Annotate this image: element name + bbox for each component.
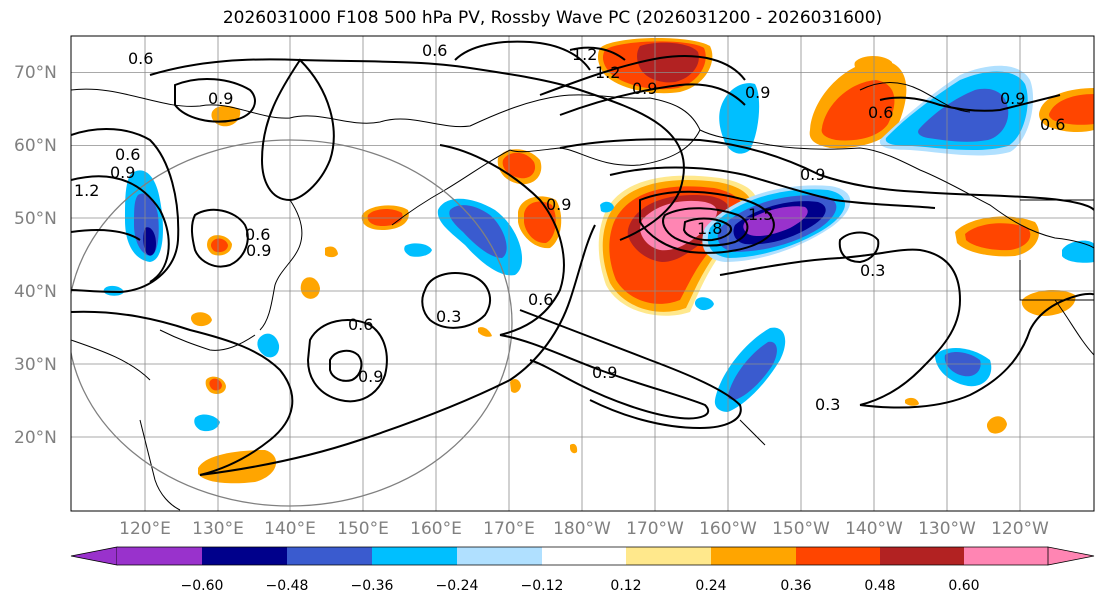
colorbar-segment bbox=[117, 547, 202, 565]
contour-label: 0.6 bbox=[528, 290, 553, 309]
colorbar-tick: 0.36 bbox=[780, 578, 811, 594]
colorbar-segment bbox=[202, 547, 287, 565]
colorbar-segment bbox=[711, 547, 796, 565]
lon-label: 160°W bbox=[699, 519, 757, 539]
colorbar-segment bbox=[542, 547, 626, 565]
colorbar-segment bbox=[880, 547, 964, 565]
pv-contours bbox=[71, 40, 1094, 476]
lon-label: 160°E bbox=[410, 519, 462, 539]
contour-label: 0.9 bbox=[110, 163, 135, 182]
contour-label: 0.9 bbox=[800, 165, 825, 184]
colorbar-tick: −0.24 bbox=[436, 578, 479, 594]
highlight-circle bbox=[71, 139, 513, 507]
lon-label: 140°W bbox=[845, 519, 903, 539]
lat-label: 50°N bbox=[14, 209, 57, 229]
colorbar-segment bbox=[626, 547, 711, 565]
colorbar: −0.60 −0.48 −0.36 −0.24 −0.12 0.12 0.24 … bbox=[70, 546, 1095, 594]
lat-label: 20°N bbox=[14, 428, 57, 448]
lon-label: 140°E bbox=[264, 519, 316, 539]
contour-label: 1.2 bbox=[74, 181, 99, 200]
colorbar-tick: 0.60 bbox=[948, 578, 979, 594]
contour-label: 1.5 bbox=[748, 205, 773, 224]
contour-label: 0.6 bbox=[868, 103, 893, 122]
lon-label: 150°E bbox=[337, 519, 389, 539]
lon-label: 130°E bbox=[192, 519, 244, 539]
colorbar-extend-left bbox=[70, 546, 118, 566]
contour-label: 1.2 bbox=[595, 63, 620, 82]
contour-label: 0.6 bbox=[245, 225, 270, 244]
lat-label: 70°N bbox=[14, 63, 57, 83]
contour-label: 0.6 bbox=[422, 41, 447, 60]
graticule bbox=[71, 36, 1094, 511]
lon-label: 170°W bbox=[626, 519, 684, 539]
longitude-labels: 120°E 130°E 140°E 150°E 160°E 170°E 180°… bbox=[119, 519, 1049, 539]
contour-label: 1.2 bbox=[572, 45, 597, 64]
colorbar-segment bbox=[796, 547, 880, 565]
lon-label: 130°W bbox=[918, 519, 976, 539]
colorbar-tick: 0.12 bbox=[610, 578, 641, 594]
contour-label: 0.9 bbox=[592, 363, 617, 382]
colorbar-segment bbox=[372, 547, 457, 565]
contour-label: 0.9 bbox=[358, 367, 383, 386]
map-frame bbox=[70, 35, 1095, 512]
colorbar-extend-right bbox=[1047, 546, 1095, 566]
colorbar-tick: −0.60 bbox=[181, 578, 224, 594]
lon-label: 120°W bbox=[991, 519, 1049, 539]
colorbar-segment bbox=[287, 547, 372, 565]
colorbar-tick: 0.48 bbox=[864, 578, 895, 594]
contour-label: 0.9 bbox=[546, 195, 571, 214]
lat-label: 40°N bbox=[14, 282, 57, 302]
contour-label: 1.8 bbox=[697, 219, 722, 238]
contour-label: 0.6 bbox=[128, 49, 153, 68]
latitude-labels: 70°N 60°N 50°N 40°N 30°N 20°N bbox=[14, 63, 57, 448]
contour-label: 0.3 bbox=[815, 395, 840, 414]
lat-label: 30°N bbox=[14, 355, 57, 375]
colorbar-segment bbox=[457, 547, 542, 565]
contour-label: 0.3 bbox=[436, 307, 461, 326]
lon-label: 120°E bbox=[119, 519, 171, 539]
colorbar-tick: 0.24 bbox=[695, 578, 726, 594]
colorbar-segment bbox=[964, 547, 1048, 565]
contour-label: 0.9 bbox=[208, 89, 233, 108]
contour-label: 0.6 bbox=[115, 145, 140, 164]
contour-labels: 0.6 0.6 0.9 1.2 1.2 0.9 0.9 0.6 0.9 0.6 … bbox=[74, 41, 1065, 414]
contour-label: 0.9 bbox=[246, 241, 271, 260]
contour-label: 0.9 bbox=[632, 79, 657, 98]
lon-label: 150°W bbox=[772, 519, 830, 539]
contour-label: 0.9 bbox=[1000, 89, 1025, 108]
colorbar-tick: −0.36 bbox=[351, 578, 394, 594]
lon-label: 170°E bbox=[483, 519, 535, 539]
contour-label: 0.6 bbox=[1040, 115, 1065, 134]
lon-label: 180°W bbox=[553, 519, 611, 539]
colorbar-tick: −0.48 bbox=[266, 578, 309, 594]
contour-label: 0.9 bbox=[745, 83, 770, 102]
plot-title: 2026031000 F108 500 hPa PV, Rossby Wave … bbox=[222, 8, 883, 28]
contour-label: 0.6 bbox=[348, 315, 373, 334]
colorbar-tick: −0.12 bbox=[521, 578, 564, 594]
contour-label: 0.3 bbox=[860, 261, 885, 280]
lat-label: 60°N bbox=[14, 136, 57, 156]
